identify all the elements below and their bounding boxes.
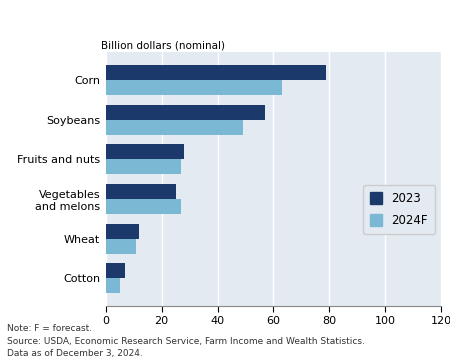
Bar <box>106 199 181 214</box>
Bar <box>106 278 120 293</box>
Bar <box>106 239 136 254</box>
Legend: 2023, 2024F: 2023, 2024F <box>363 185 435 234</box>
Text: U.S. cash receipts for selected crops, 2023–24F: U.S. cash receipts for selected crops, 2… <box>7 14 362 27</box>
Bar <box>106 144 184 159</box>
Text: Note: F = forecast.
Source: USDA, Economic Research Service, Farm Income and Wea: Note: F = forecast. Source: USDA, Econom… <box>7 324 364 358</box>
Text: Billion dollars (nominal): Billion dollars (nominal) <box>101 40 225 50</box>
Bar <box>106 159 181 174</box>
Bar <box>106 263 125 278</box>
Bar <box>106 120 243 135</box>
Bar <box>106 184 176 199</box>
Bar <box>106 104 265 120</box>
Bar <box>106 65 326 80</box>
Bar <box>106 224 140 239</box>
Bar <box>106 80 282 95</box>
